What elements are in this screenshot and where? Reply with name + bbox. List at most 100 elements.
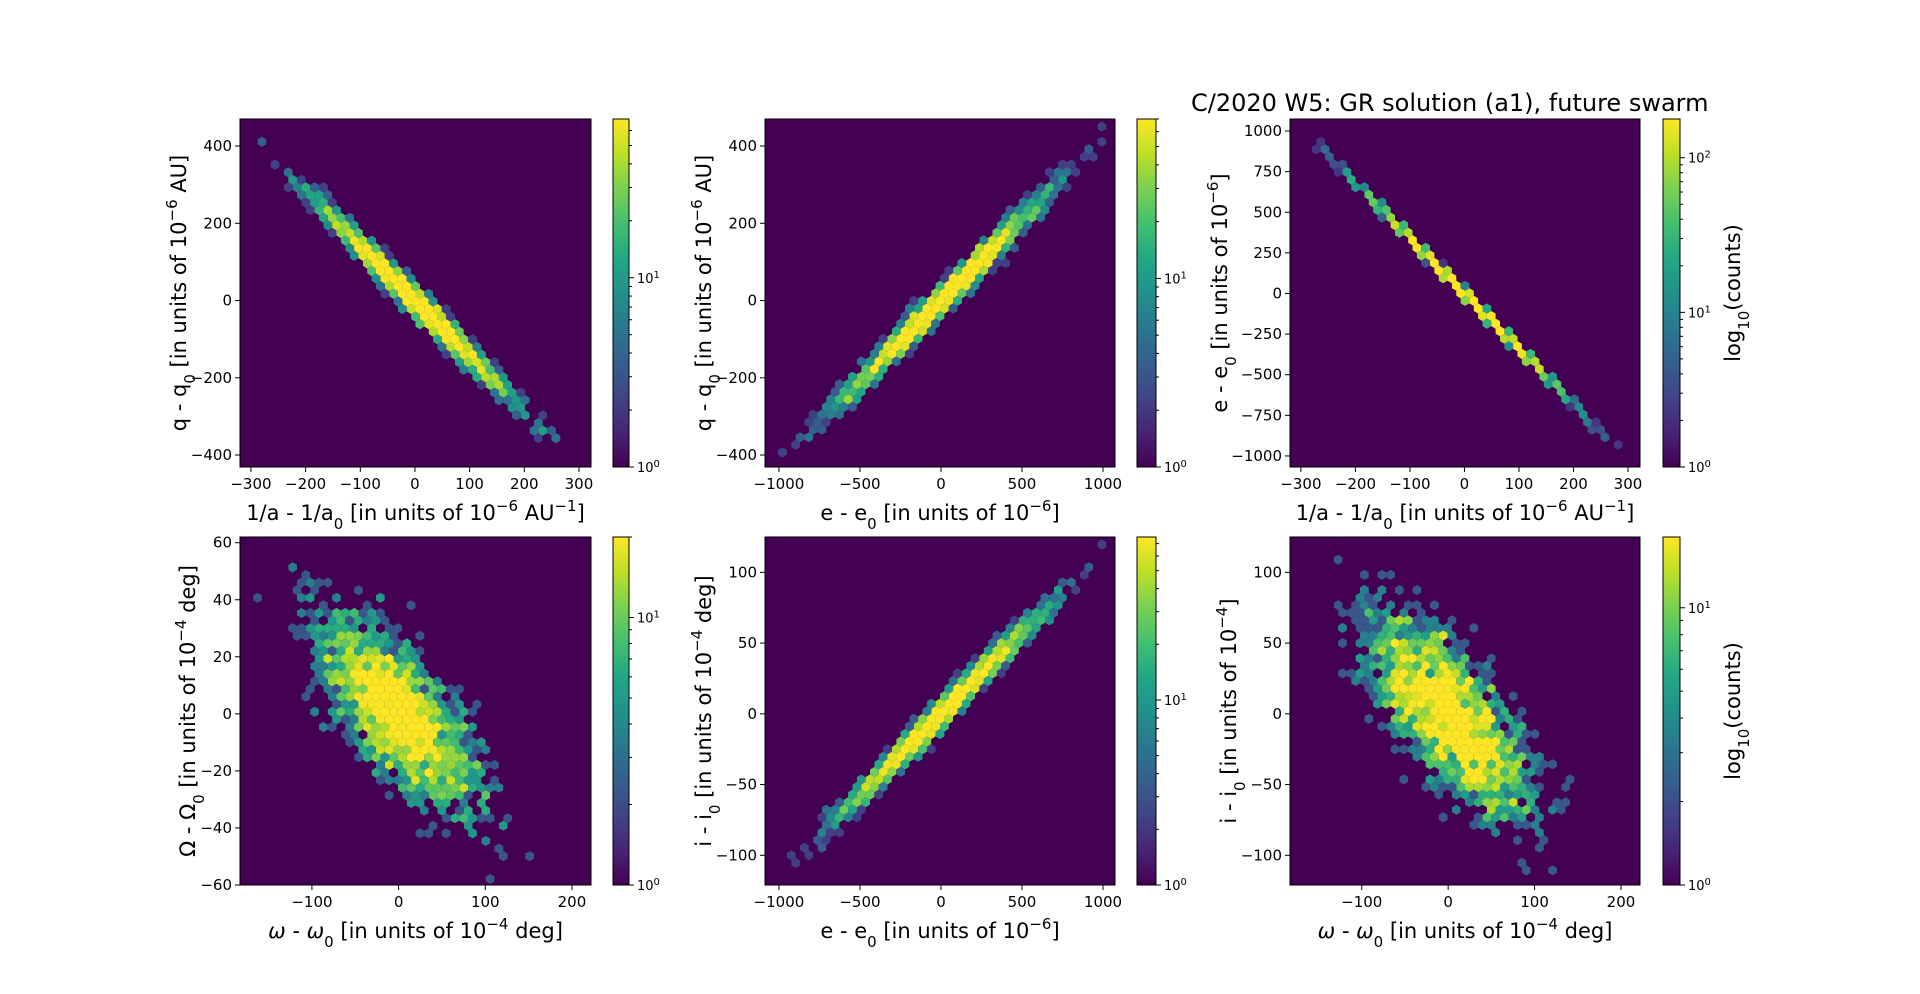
hexbin-cell xyxy=(791,424,800,435)
x-axis-label: ω - ω0 [in units of 10−4 deg] xyxy=(1318,915,1613,951)
hexbin-cell xyxy=(1451,638,1461,649)
hexbin-cell xyxy=(1088,569,1098,580)
hexbin-cell xyxy=(1495,789,1505,800)
hexbin-cell xyxy=(371,676,381,687)
hexbin-cell xyxy=(1390,607,1400,618)
colorbar xyxy=(1662,536,1681,886)
hexbin-cell xyxy=(358,775,368,786)
hexbin-cell xyxy=(534,417,543,428)
hexbin-cell xyxy=(415,782,425,793)
x-tick-label: −1000 xyxy=(754,475,805,493)
hexbin-cell xyxy=(1473,736,1483,747)
hexbin-cell xyxy=(1465,736,1474,747)
hexbin-cell xyxy=(1421,782,1430,793)
hexbin-cell xyxy=(362,630,372,641)
hexbin-cell xyxy=(1010,242,1019,253)
hexbin-cell xyxy=(472,699,482,710)
hexbin-cell xyxy=(1521,774,1531,785)
hexbin-cell xyxy=(1351,615,1360,626)
hexbin-cell xyxy=(455,683,464,695)
hexbin-cell xyxy=(415,661,425,672)
x-axis-label: e - e0 [in units of 10−6] xyxy=(820,497,1059,533)
hexbin-cell xyxy=(1500,751,1509,762)
hexbin-cell xyxy=(340,623,350,634)
hexbin-cell xyxy=(1058,159,1067,170)
hexbin-cell xyxy=(905,736,914,747)
hexbin-cell xyxy=(516,835,526,846)
hexbin-cell xyxy=(1495,713,1505,724)
hexbin-cell xyxy=(520,797,530,808)
hexbin-cell xyxy=(1451,622,1461,633)
x-tick-label: −100 xyxy=(1341,893,1382,911)
hexbin-cell xyxy=(450,813,460,824)
hexbin-cell xyxy=(966,691,975,702)
hexbin-cell xyxy=(800,842,809,853)
hexbin-cell xyxy=(808,424,818,435)
hexbin-cell xyxy=(870,379,879,390)
hexbin-cell xyxy=(1517,812,1527,823)
hexbin-cell xyxy=(935,683,945,694)
colorbar-tick-label: 100 xyxy=(1164,459,1187,477)
hexbin-cell xyxy=(1438,706,1448,717)
hexbin-cell xyxy=(1482,721,1492,732)
hexbin-cell xyxy=(411,729,420,740)
hexbin-cell xyxy=(1045,585,1054,596)
hexbin-cell xyxy=(253,592,262,603)
hexbin-cell xyxy=(1561,782,1570,793)
y-tick-label: −60 xyxy=(200,876,232,894)
hexbin-cell xyxy=(826,827,835,838)
hexbin-cell xyxy=(402,281,412,292)
hexbin-cell xyxy=(1443,683,1452,694)
hexbin-cell xyxy=(340,683,350,695)
hexbin-cell xyxy=(1333,615,1343,626)
hexbin-cell xyxy=(446,326,455,337)
hexbin-cell xyxy=(433,334,442,345)
hexbin-cell xyxy=(1377,630,1387,641)
hexbin-cell xyxy=(402,805,412,816)
hexbin-cell xyxy=(1368,691,1378,702)
hexbin-cell xyxy=(525,820,534,831)
hexbin-cell xyxy=(1031,204,1041,215)
hexbin-cell xyxy=(419,699,429,710)
hexbin-cell xyxy=(1373,638,1382,649)
hexbin-cell xyxy=(1342,539,1352,550)
y-tick-label: −100 xyxy=(1241,846,1282,864)
hexbin-cell xyxy=(1434,804,1444,815)
hexbin-cell xyxy=(314,653,324,664)
x-tick-label: 0 xyxy=(1460,475,1470,493)
hexbin-cell xyxy=(1010,227,1019,238)
hexbin-cell xyxy=(996,653,1006,664)
hexbin-cell xyxy=(323,205,333,216)
hexbin-cell xyxy=(891,774,901,785)
hexbin-cell xyxy=(1377,600,1387,611)
hexbin-cell xyxy=(362,752,372,763)
hexbin-cell xyxy=(310,569,319,581)
hexbin-cell xyxy=(1399,607,1409,618)
hexbin-cell xyxy=(1443,713,1452,724)
hexbin-cell xyxy=(957,257,967,268)
hexbin-cell xyxy=(340,607,350,619)
hexbin-cell xyxy=(1023,189,1032,200)
hexbin-cell xyxy=(476,797,486,808)
hexbin-cell xyxy=(1381,562,1391,573)
hexbin-cell xyxy=(826,409,835,420)
colorbar xyxy=(1136,536,1157,886)
hexbin-cell xyxy=(419,311,429,322)
hexbin-cell xyxy=(1381,653,1391,664)
hexbin-cell xyxy=(516,402,526,413)
hexbin-cell xyxy=(310,182,319,193)
hexbin-cell xyxy=(1574,804,1584,815)
hexbin-cell xyxy=(398,273,407,284)
hexbin-cell xyxy=(1508,691,1518,702)
hexbin-layer xyxy=(248,539,578,884)
hexbin-cell xyxy=(424,782,433,793)
x-axis-label: 1/a - 1/a0 [in units of 10−6 AU−1] xyxy=(246,497,585,533)
hexbin-cell xyxy=(957,273,967,284)
hexbin-cell xyxy=(940,721,949,732)
hexbin-cell xyxy=(1408,698,1417,709)
hexbin-cell xyxy=(1377,569,1387,580)
hexbin-cell xyxy=(380,721,390,733)
hexbin-cell xyxy=(1465,706,1474,717)
hexbin-cell xyxy=(1521,850,1531,861)
hexbin-cell xyxy=(1058,174,1067,185)
